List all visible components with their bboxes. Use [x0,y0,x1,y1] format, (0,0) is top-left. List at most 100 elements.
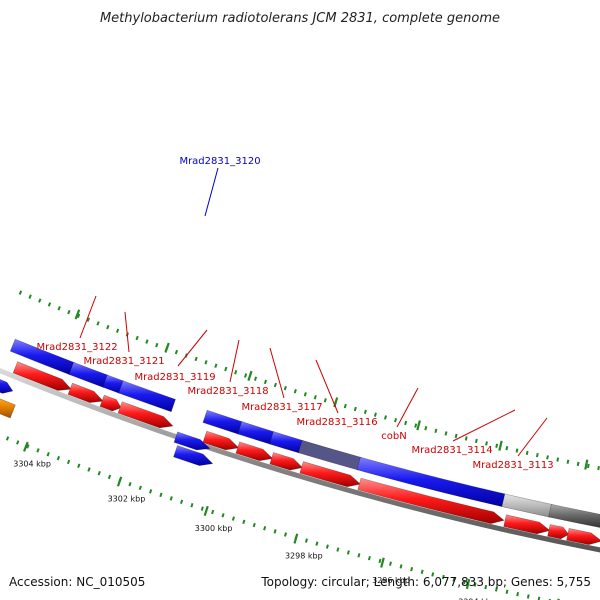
gene-label-leader [124,311,130,353]
minor-tick [325,544,329,549]
gene-label[interactable]: Mrad2831_3114 [411,445,492,456]
minor-tick [357,553,361,558]
minor-tick [87,467,91,472]
pseudogene [501,493,553,518]
minor-tick [86,317,90,322]
minor-tick [38,298,42,303]
forward-gene [503,514,551,535]
minor-tick [315,541,319,546]
minor-tick [47,302,52,307]
minor-tick [56,455,61,461]
minor-tick [431,572,435,577]
minor-tick [149,489,153,494]
forward-gene [12,361,72,391]
reverse-gene [356,456,506,507]
tick-label: 3302 kbp [108,494,146,503]
gene-label-leader [452,409,516,442]
reverse-gene [269,431,304,454]
minor-tick [485,441,488,446]
minor-tick [244,373,248,378]
minor-tick [293,389,297,394]
minor-tick [525,450,529,456]
minor-tick [383,415,387,420]
major-tick [465,578,471,590]
gene-label[interactable]: Mrad2831_3120 [179,156,260,167]
minor-tick [26,444,30,449]
reverse-gene [0,379,14,394]
minor-tick [145,339,149,344]
major-tick [293,533,299,544]
major-tick [380,557,385,568]
major-tick [584,459,589,470]
minor-tick [190,503,194,508]
minor-tick [576,461,580,467]
minor-tick [135,335,139,341]
minor-tick [174,349,179,355]
minor-tick [194,356,198,362]
minor-tick [410,566,414,572]
minor-tick [464,436,468,441]
minor-tick [556,457,560,462]
minor-tick [138,485,142,491]
minor-tick [263,526,267,531]
minor-tick [346,550,350,555]
major-tick [247,370,253,381]
forward-gene [357,477,505,524]
gene-label-leader [396,387,419,428]
gene-label[interactable]: Mrad2831_3113 [472,460,553,471]
minor-tick [155,342,159,348]
major-tick [416,420,421,431]
minor-tick [484,584,488,590]
gene-label-leader [517,417,548,457]
minor-tick [424,426,428,431]
minor-tick [505,589,509,594]
minor-tick [200,506,204,511]
major-tick [74,309,81,320]
minor-tick [394,418,398,423]
tick-label: 3300 kbp [195,524,233,533]
minor-tick [224,366,228,372]
gene-label[interactable]: cobN [381,431,406,442]
minor-tick [515,448,519,453]
minor-tick [66,459,71,465]
gene-label[interactable]: Mrad2831_3117 [241,402,322,413]
minor-tick [303,392,307,397]
minor-tick [473,582,477,587]
selected-gene [297,439,362,471]
minor-tick [284,532,288,537]
forward-gene [566,528,600,545]
pseudogene [548,503,600,528]
minor-tick [452,577,456,582]
gene-label[interactable]: Mrad2831_3122 [36,342,117,353]
minor-tick [505,446,509,451]
minor-tick [273,529,277,534]
gene-label[interactable]: Mrad2831_3119 [134,372,215,383]
minor-tick [389,561,392,566]
minor-tick [516,591,520,597]
minor-tick [214,363,218,368]
major-tick [498,440,503,451]
gene-label[interactable]: Mrad2831_3118 [187,386,268,397]
gene-label[interactable]: Mrad2831_3121 [83,356,164,367]
forward-gene [117,401,174,429]
forward-gene [202,430,240,451]
minor-tick [444,431,448,436]
tick-label: 3294 kbp [458,597,496,600]
minor-tick [273,382,277,388]
minor-tick [535,452,539,458]
label-layer: Mrad2831_3120 Mrad2831_3122 Mrad2831_3121 M… [36,156,553,471]
minor-tick [115,328,120,334]
minor-tick [373,412,377,417]
gene-label[interactable]: Mrad2831_3116 [296,417,377,428]
major-tick [116,476,123,487]
gene-label-leader [269,347,285,399]
minor-tick [234,370,238,375]
minor-tick [180,499,184,505]
minor-tick [252,522,256,528]
highlighted-gene [173,445,214,466]
major-tick [203,505,209,517]
minor-tick [546,455,549,460]
minor-tick [463,579,466,585]
reverse-gene [9,338,75,376]
